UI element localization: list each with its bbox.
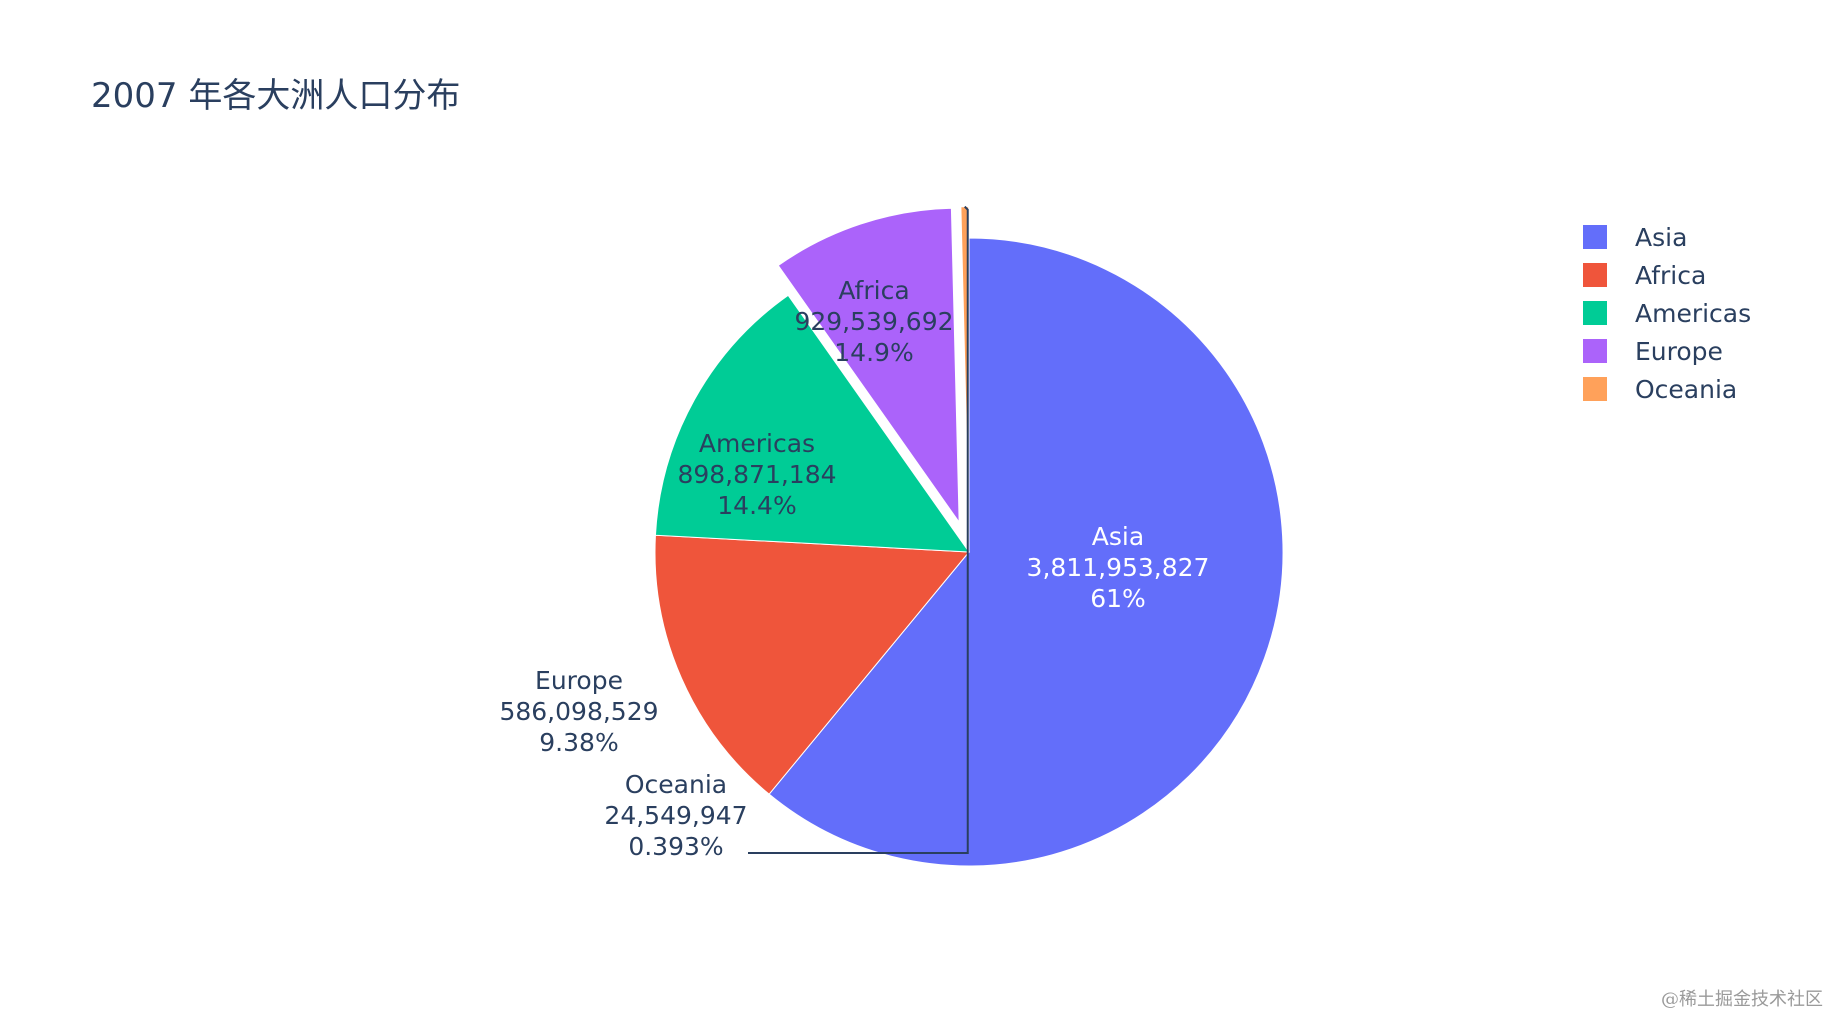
slice-label-asia-name: Asia xyxy=(1092,522,1144,551)
slice-label-americas-name: Americas xyxy=(699,429,815,458)
slice-label-oceania-name: Oceania xyxy=(625,770,727,799)
legend-swatch-oceania xyxy=(1583,377,1607,401)
slice-label-asia: Asia 3,811,953,827 61% xyxy=(1027,522,1210,613)
chart-title: 2007 年各大洲人口分布 xyxy=(91,76,460,116)
legend-label-oceania: Oceania xyxy=(1635,375,1737,404)
slice-label-africa-percent-label: 14.9% xyxy=(834,338,913,367)
slice-label-americas-value-label: 898,871,184 xyxy=(677,460,836,489)
slice-label-oceania-value-label: 24,549,947 xyxy=(604,801,747,830)
slice-label-europe-value-label: 586,098,529 xyxy=(499,697,658,726)
legend-item-americas[interactable]: Americas xyxy=(1583,299,1751,328)
slice-label-asia-percent-label: 61% xyxy=(1090,584,1146,613)
oceania-leader-line xyxy=(748,205,969,854)
pie-slice-americas[interactable] xyxy=(654,294,971,553)
legend-item-africa[interactable]: Africa xyxy=(1583,261,1706,290)
watermark: @稀土掘金技术社区 xyxy=(1661,989,1823,1010)
legend: Asia Africa Americas Europe Oceania xyxy=(1583,223,1751,404)
pie-slice-asia[interactable] xyxy=(768,237,1284,867)
legend-label-africa: Africa xyxy=(1635,261,1706,290)
legend-label-europe: Europe xyxy=(1635,337,1723,366)
legend-label-americas: Americas xyxy=(1635,299,1751,328)
slice-label-oceania: Oceania 24,549,947 0.393% xyxy=(604,770,747,861)
legend-item-europe[interactable]: Europe xyxy=(1583,337,1723,366)
pie-slice-oceania[interactable] xyxy=(960,206,970,521)
pie-labels: Asia 3,811,953,827 61%Africa 929,539,692 14.… xyxy=(499,205,1210,861)
slice-label-africa: Africa 929,539,692 14.9% xyxy=(794,276,953,367)
pie-slice-africa[interactable] xyxy=(654,534,971,795)
legend-item-oceania[interactable]: Oceania xyxy=(1583,375,1737,404)
slice-label-africa-name: Africa xyxy=(838,276,909,305)
slice-label-europe-percent-label: 9.38% xyxy=(539,728,618,757)
slice-label-africa-value-label: 929,539,692 xyxy=(794,307,953,336)
slice-label-americas-percent-label: 14.4% xyxy=(717,491,796,520)
pie-slices xyxy=(654,206,1284,867)
legend-swatch-asia xyxy=(1583,225,1607,249)
slice-label-americas: Americas 898,871,184 14.4% xyxy=(677,429,836,520)
slice-label-europe: Europe 586,098,529 9.38% xyxy=(499,666,658,757)
legend-item-asia[interactable]: Asia xyxy=(1583,223,1687,252)
legend-label-asia: Asia xyxy=(1635,223,1687,252)
legend-swatch-europe xyxy=(1583,339,1607,363)
legend-swatch-africa xyxy=(1583,263,1607,287)
slice-label-asia-value-label: 3,811,953,827 xyxy=(1027,553,1210,582)
slice-label-europe-name: Europe xyxy=(535,666,623,695)
slice-label-oceania-percent-label: 0.393% xyxy=(628,832,723,861)
legend-swatch-americas xyxy=(1583,301,1607,325)
pie-slice-europe[interactable] xyxy=(777,207,960,524)
